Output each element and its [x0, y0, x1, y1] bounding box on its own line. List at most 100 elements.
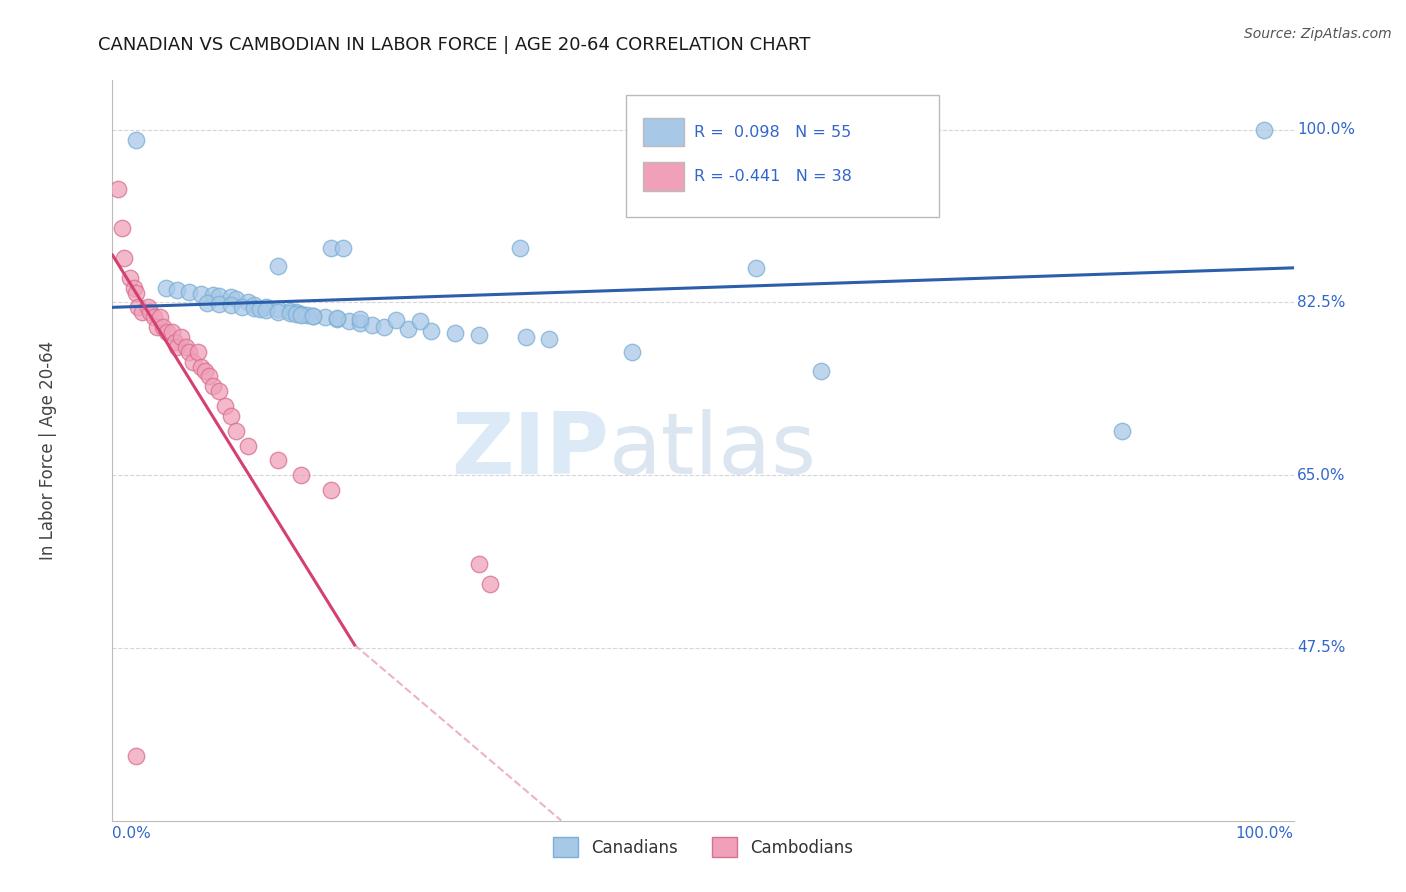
Text: 65.0%: 65.0%: [1298, 467, 1346, 483]
Point: [284, 307, 307, 321]
Point: [122, 280, 145, 294]
Point: [267, 453, 290, 467]
Point: [326, 312, 349, 326]
Point: [267, 259, 290, 273]
Legend: Canadians, Cambodians: Canadians, Cambodians: [547, 830, 859, 864]
Point: [319, 483, 342, 497]
Point: [810, 364, 832, 378]
Point: [373, 320, 395, 334]
Text: 100.0%: 100.0%: [1236, 826, 1294, 840]
Point: [125, 749, 148, 764]
Point: [219, 409, 242, 423]
Point: [1253, 122, 1275, 136]
Point: [165, 334, 187, 349]
Text: Source: ZipAtlas.com: Source: ZipAtlas.com: [1244, 27, 1392, 41]
Point: [170, 330, 193, 344]
Point: [174, 340, 197, 354]
Point: [302, 309, 325, 323]
FancyBboxPatch shape: [643, 118, 683, 146]
Point: [509, 241, 531, 255]
Text: R = -0.441   N = 38: R = -0.441 N = 38: [695, 169, 852, 184]
FancyBboxPatch shape: [643, 162, 683, 191]
Point: [444, 326, 467, 340]
Point: [156, 325, 179, 339]
Point: [238, 295, 260, 310]
Point: [745, 260, 768, 275]
Point: [231, 301, 253, 315]
Point: [120, 270, 142, 285]
Point: [297, 308, 319, 322]
Point: [290, 307, 312, 321]
Point: [621, 344, 644, 359]
Point: [278, 304, 301, 318]
Point: [155, 280, 177, 294]
Point: [243, 298, 266, 312]
Point: [208, 289, 231, 303]
Point: [219, 290, 242, 304]
Point: [396, 322, 419, 336]
Point: [314, 310, 336, 325]
Point: [160, 325, 183, 339]
Point: [420, 324, 443, 338]
Point: [479, 576, 502, 591]
Text: 0.0%: 0.0%: [112, 826, 152, 840]
Point: [190, 359, 212, 374]
Point: [349, 316, 371, 330]
Point: [181, 354, 204, 368]
Point: [225, 293, 247, 307]
Text: atlas: atlas: [609, 409, 817, 492]
Point: [538, 332, 561, 346]
Point: [467, 557, 489, 571]
Point: [166, 340, 188, 354]
Point: [179, 285, 201, 299]
Point: [290, 468, 312, 483]
Point: [190, 286, 212, 301]
Point: [267, 305, 290, 319]
Point: [267, 302, 290, 317]
Point: [290, 308, 312, 322]
Point: [361, 318, 384, 332]
Point: [139, 305, 162, 319]
Point: [111, 221, 134, 235]
Point: [195, 296, 218, 310]
Point: [326, 311, 349, 326]
Point: [131, 305, 153, 319]
Point: [319, 241, 342, 255]
Text: 47.5%: 47.5%: [1298, 640, 1346, 656]
Point: [152, 320, 174, 334]
Point: [146, 320, 169, 334]
Point: [149, 310, 172, 325]
Point: [278, 306, 301, 320]
Point: [349, 312, 371, 326]
Point: [107, 182, 129, 196]
Point: [337, 314, 360, 328]
Point: [112, 251, 135, 265]
Point: [467, 328, 489, 343]
Point: [166, 283, 188, 297]
Point: [219, 298, 242, 312]
Point: [408, 314, 430, 328]
Point: [1111, 424, 1133, 438]
Text: 100.0%: 100.0%: [1298, 122, 1355, 137]
Point: [284, 305, 307, 319]
Point: [249, 302, 271, 317]
Point: [198, 369, 221, 384]
FancyBboxPatch shape: [626, 95, 939, 218]
Point: [201, 379, 224, 393]
Point: [142, 310, 165, 325]
Point: [515, 330, 537, 344]
Point: [125, 132, 148, 146]
Point: [332, 241, 354, 255]
Text: In Labor Force | Age 20-64: In Labor Force | Age 20-64: [38, 341, 56, 560]
Point: [254, 301, 277, 315]
Point: [179, 344, 201, 359]
Point: [136, 301, 159, 315]
Point: [243, 301, 266, 316]
Point: [127, 301, 149, 315]
Point: [214, 399, 236, 413]
Point: [186, 344, 208, 359]
Point: [201, 288, 224, 302]
Text: 82.5%: 82.5%: [1298, 295, 1346, 310]
Text: CANADIAN VS CAMBODIAN IN LABOR FORCE | AGE 20-64 CORRELATION CHART: CANADIAN VS CAMBODIAN IN LABOR FORCE | A…: [98, 36, 811, 54]
Text: R =  0.098   N = 55: R = 0.098 N = 55: [695, 125, 852, 140]
